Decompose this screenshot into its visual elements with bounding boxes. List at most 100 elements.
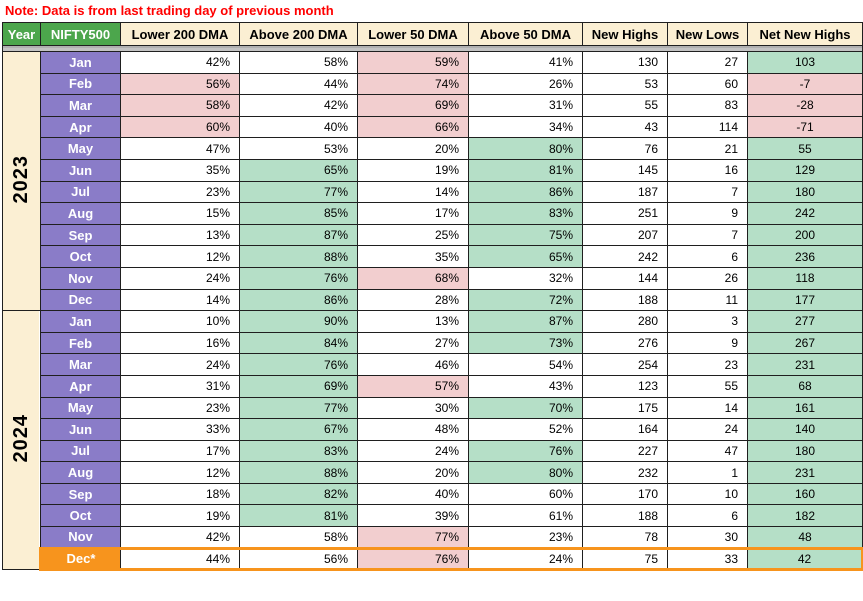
data-cell-lower-200-dma[interactable]: 10%	[120, 310, 240, 333]
data-cell-above-50-dma[interactable]: 43%	[468, 374, 583, 398]
data-cell-lower-50-dma[interactable]: 17%	[357, 202, 469, 225]
data-cell-new-lows[interactable]: 3	[667, 310, 748, 333]
data-cell-net-new-highs[interactable]: 277	[747, 310, 863, 333]
data-cell-above-200-dma[interactable]: 65%	[239, 158, 358, 182]
data-cell-new-highs[interactable]: 227	[582, 439, 668, 463]
data-cell-net-new-highs[interactable]: 180	[747, 439, 863, 463]
data-cell-net-new-highs[interactable]: 48	[747, 526, 863, 549]
data-cell-above-200-dma[interactable]: 88%	[239, 245, 358, 268]
data-cell-above-200-dma[interactable]: 77%	[239, 180, 358, 204]
data-cell-above-50-dma[interactable]: 87%	[468, 310, 583, 333]
data-cell-new-lows[interactable]: 9	[667, 331, 748, 355]
data-cell-new-lows[interactable]: 7	[667, 180, 748, 204]
data-cell-above-200-dma[interactable]: 77%	[239, 396, 358, 420]
column-header-lower-200-dma[interactable]: Lower 200 DMA	[120, 22, 240, 46]
data-cell-new-highs[interactable]: 207	[582, 223, 668, 247]
month-cell-2024-apr[interactable]: Apr	[40, 374, 121, 398]
data-cell-above-50-dma[interactable]: 73%	[468, 331, 583, 355]
month-cell-2024-feb[interactable]: Feb	[40, 331, 121, 355]
data-cell-new-lows[interactable]: 24	[667, 418, 748, 441]
data-cell-lower-50-dma[interactable]: 77%	[357, 526, 469, 549]
month-cell-2023-oct[interactable]: Oct	[40, 245, 121, 268]
data-cell-lower-50-dma[interactable]: 14%	[357, 180, 469, 204]
data-cell-lower-200-dma[interactable]: 35%	[120, 158, 240, 182]
data-cell-lower-50-dma[interactable]: 30%	[357, 396, 469, 420]
data-cell-lower-200-dma[interactable]: 42%	[120, 526, 240, 549]
month-cell-2024-jun[interactable]: Jun	[40, 418, 121, 441]
year-label-2024[interactable]: 2024	[2, 310, 41, 571]
month-cell-2023-jul[interactable]: Jul	[40, 180, 121, 204]
data-cell-above-50-dma[interactable]: 65%	[468, 245, 583, 268]
data-cell-new-lows[interactable]: 7	[667, 223, 748, 247]
data-cell-lower-200-dma[interactable]: 19%	[120, 504, 240, 528]
data-cell-lower-200-dma[interactable]: 42%	[120, 51, 240, 74]
data-cell-lower-200-dma[interactable]: 31%	[120, 374, 240, 398]
month-cell-2023-sep[interactable]: Sep	[40, 223, 121, 247]
data-cell-new-highs[interactable]: 75	[582, 546, 668, 572]
data-cell-lower-50-dma[interactable]: 59%	[357, 51, 469, 74]
data-cell-above-50-dma[interactable]: 80%	[468, 137, 583, 160]
data-cell-new-lows[interactable]: 114	[667, 115, 748, 139]
data-cell-above-200-dma[interactable]: 44%	[239, 72, 358, 96]
data-cell-net-new-highs[interactable]: 182	[747, 504, 863, 528]
data-cell-net-new-highs[interactable]: -7	[747, 72, 863, 96]
data-cell-new-highs[interactable]: 144	[582, 266, 668, 290]
month-cell-2024-mar[interactable]: Mar	[40, 353, 121, 376]
data-cell-above-200-dma[interactable]: 67%	[239, 418, 358, 441]
data-cell-new-lows[interactable]: 30	[667, 526, 748, 549]
data-cell-new-lows[interactable]: 33	[667, 546, 748, 572]
data-cell-new-highs[interactable]: 242	[582, 245, 668, 268]
data-cell-new-lows[interactable]: 55	[667, 374, 748, 398]
data-cell-new-highs[interactable]: 254	[582, 353, 668, 376]
data-cell-above-200-dma[interactable]: 53%	[239, 137, 358, 160]
data-cell-new-lows[interactable]: 16	[667, 158, 748, 182]
data-cell-above-200-dma[interactable]: 81%	[239, 504, 358, 528]
month-cell-2023-mar[interactable]: Mar	[40, 94, 121, 117]
data-cell-new-highs[interactable]: 43	[582, 115, 668, 139]
data-cell-lower-50-dma[interactable]: 19%	[357, 158, 469, 182]
data-cell-above-50-dma[interactable]: 41%	[468, 51, 583, 74]
data-cell-above-50-dma[interactable]: 54%	[468, 353, 583, 376]
data-cell-new-lows[interactable]: 21	[667, 137, 748, 160]
data-cell-lower-50-dma[interactable]: 20%	[357, 461, 469, 484]
data-cell-lower-50-dma[interactable]: 68%	[357, 266, 469, 290]
data-cell-new-highs[interactable]: 280	[582, 310, 668, 333]
data-cell-lower-50-dma[interactable]: 76%	[357, 546, 469, 572]
data-cell-above-50-dma[interactable]: 75%	[468, 223, 583, 247]
month-cell-2023-jun[interactable]: Jun	[40, 158, 121, 182]
data-cell-above-50-dma[interactable]: 70%	[468, 396, 583, 420]
data-cell-above-200-dma[interactable]: 76%	[239, 266, 358, 290]
data-cell-lower-200-dma[interactable]: 56%	[120, 72, 240, 96]
data-cell-new-highs[interactable]: 145	[582, 158, 668, 182]
data-cell-new-highs[interactable]: 276	[582, 331, 668, 355]
data-cell-above-50-dma[interactable]: 60%	[468, 482, 583, 506]
data-cell-above-50-dma[interactable]: 81%	[468, 158, 583, 182]
month-cell-2024-may[interactable]: May	[40, 396, 121, 420]
column-header-new-lows[interactable]: New Lows	[667, 22, 748, 46]
data-cell-above-50-dma[interactable]: 86%	[468, 180, 583, 204]
data-cell-new-lows[interactable]: 1	[667, 461, 748, 484]
data-cell-net-new-highs[interactable]: 103	[747, 51, 863, 74]
data-cell-net-new-highs[interactable]: 177	[747, 288, 863, 312]
data-cell-lower-50-dma[interactable]: 35%	[357, 245, 469, 268]
data-cell-lower-50-dma[interactable]: 48%	[357, 418, 469, 441]
data-cell-above-200-dma[interactable]: 69%	[239, 374, 358, 398]
data-cell-new-highs[interactable]: 175	[582, 396, 668, 420]
data-cell-net-new-highs[interactable]: 160	[747, 482, 863, 506]
data-cell-lower-50-dma[interactable]: 20%	[357, 137, 469, 160]
data-cell-new-highs[interactable]: 232	[582, 461, 668, 484]
data-cell-lower-200-dma[interactable]: 23%	[120, 180, 240, 204]
data-cell-net-new-highs[interactable]: 140	[747, 418, 863, 441]
data-cell-lower-200-dma[interactable]: 60%	[120, 115, 240, 139]
data-cell-new-lows[interactable]: 10	[667, 482, 748, 506]
month-cell-2023-apr[interactable]: Apr	[40, 115, 121, 139]
data-cell-new-lows[interactable]: 83	[667, 94, 748, 117]
data-cell-net-new-highs[interactable]: 242	[747, 202, 863, 225]
data-cell-net-new-highs[interactable]: 180	[747, 180, 863, 204]
month-cell-2024-jan[interactable]: Jan	[40, 310, 121, 333]
month-cell-2023-dec[interactable]: Dec	[40, 288, 121, 312]
data-cell-net-new-highs[interactable]: 118	[747, 266, 863, 290]
data-cell-new-highs[interactable]: 170	[582, 482, 668, 506]
data-cell-lower-200-dma[interactable]: 14%	[120, 288, 240, 312]
data-cell-above-50-dma[interactable]: 61%	[468, 504, 583, 528]
